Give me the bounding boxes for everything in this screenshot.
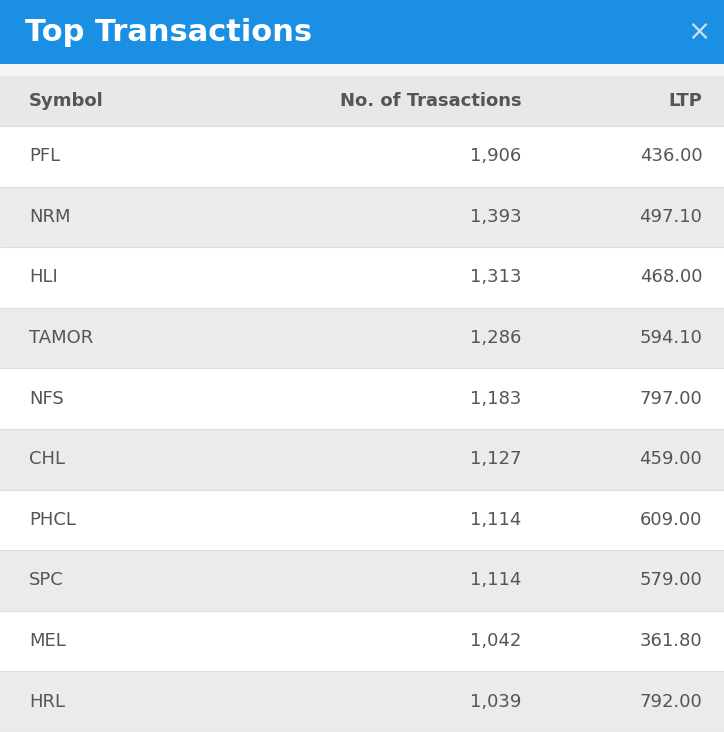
FancyBboxPatch shape bbox=[0, 307, 724, 368]
FancyBboxPatch shape bbox=[0, 550, 724, 610]
Text: 459.00: 459.00 bbox=[639, 450, 702, 468]
FancyBboxPatch shape bbox=[0, 610, 724, 671]
FancyBboxPatch shape bbox=[0, 0, 724, 64]
Text: HLI: HLI bbox=[29, 269, 58, 286]
FancyBboxPatch shape bbox=[0, 187, 724, 247]
FancyBboxPatch shape bbox=[0, 76, 724, 126]
Text: 468.00: 468.00 bbox=[640, 269, 702, 286]
Text: 497.10: 497.10 bbox=[639, 208, 702, 225]
Text: ×: × bbox=[687, 18, 710, 46]
Text: 797.00: 797.00 bbox=[639, 389, 702, 408]
Text: 1,042: 1,042 bbox=[470, 632, 521, 650]
FancyBboxPatch shape bbox=[0, 429, 724, 490]
Text: 436.00: 436.00 bbox=[640, 147, 702, 165]
Text: TAMOR: TAMOR bbox=[29, 329, 93, 347]
Text: 594.10: 594.10 bbox=[639, 329, 702, 347]
Text: 579.00: 579.00 bbox=[639, 572, 702, 589]
FancyBboxPatch shape bbox=[0, 368, 724, 429]
Text: No. of Trasactions: No. of Trasactions bbox=[340, 92, 521, 110]
Text: 1,114: 1,114 bbox=[470, 511, 521, 529]
Text: NRM: NRM bbox=[29, 208, 70, 225]
Text: 1,906: 1,906 bbox=[470, 147, 521, 165]
Text: 1,183: 1,183 bbox=[470, 389, 521, 408]
Text: 361.80: 361.80 bbox=[640, 632, 702, 650]
Text: NFS: NFS bbox=[29, 389, 64, 408]
Text: LTP: LTP bbox=[668, 92, 702, 110]
Text: 792.00: 792.00 bbox=[639, 692, 702, 711]
FancyBboxPatch shape bbox=[0, 126, 724, 187]
Text: Top Transactions: Top Transactions bbox=[25, 18, 313, 47]
Text: PHCL: PHCL bbox=[29, 511, 76, 529]
Text: HRL: HRL bbox=[29, 692, 65, 711]
Text: 609.00: 609.00 bbox=[640, 511, 702, 529]
Text: 1,286: 1,286 bbox=[470, 329, 521, 347]
Text: 1,313: 1,313 bbox=[470, 269, 521, 286]
FancyBboxPatch shape bbox=[0, 671, 724, 732]
Text: Symbol: Symbol bbox=[29, 92, 104, 110]
FancyBboxPatch shape bbox=[0, 247, 724, 307]
Text: 1,114: 1,114 bbox=[470, 572, 521, 589]
Text: CHL: CHL bbox=[29, 450, 65, 468]
Text: 1,039: 1,039 bbox=[470, 692, 521, 711]
Text: 1,393: 1,393 bbox=[470, 208, 521, 225]
FancyBboxPatch shape bbox=[0, 490, 724, 550]
Text: PFL: PFL bbox=[29, 147, 60, 165]
Text: 1,127: 1,127 bbox=[470, 450, 521, 468]
Text: SPC: SPC bbox=[29, 572, 64, 589]
Text: MEL: MEL bbox=[29, 632, 66, 650]
